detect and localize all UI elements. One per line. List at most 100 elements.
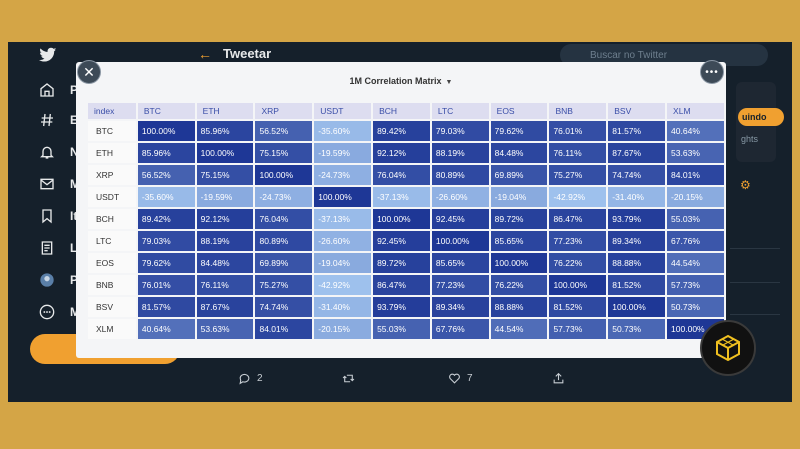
column-header: EOS: [490, 103, 548, 119]
matrix-row: USDT -35.60% -19.59% -24.73% 100.00% -37.13% -…: [88, 187, 724, 207]
matrix-cell: -19.04%: [314, 253, 372, 273]
matrix-cell: 55.03%: [667, 209, 724, 229]
column-header: XRP: [255, 103, 313, 119]
more-options-button[interactable]: •••: [700, 60, 724, 84]
bell-icon: [38, 143, 56, 161]
matrix-cell: -26.60%: [431, 187, 489, 207]
matrix-cell: 100.00%: [549, 275, 607, 295]
list-icon: [38, 239, 56, 257]
matrix-row: BTC 100.00% 85.96% 56.52% -35.60% 89.42% 79.03…: [88, 121, 724, 141]
matrix-cell: 88.88%: [608, 253, 666, 273]
matrix-cell: 79.62%: [490, 121, 548, 141]
matrix-cell: -42.92%: [549, 187, 607, 207]
reply-button[interactable]: 2: [238, 372, 263, 385]
matrix-cell: 40.64%: [137, 319, 195, 339]
gear-icon[interactable]: ⚙: [740, 178, 751, 192]
column-header: ETH: [196, 103, 254, 119]
matrix-cell: 67.76%: [431, 319, 489, 339]
divider: [730, 314, 780, 315]
matrix-cell: -20.15%: [667, 187, 724, 207]
matrix-cell: 81.57%: [608, 121, 666, 141]
divider: [730, 248, 780, 249]
matrix-cell: 76.04%: [373, 165, 430, 185]
matrix-title: 1M Correlation Matrix: [349, 76, 442, 86]
column-header: USDT: [314, 103, 372, 119]
like-button[interactable]: 7: [448, 372, 473, 385]
bookmark-icon: [38, 207, 56, 225]
matrix-row: XRP 56.52% 75.15% 100.00% -24.73% 76.04% 80.89…: [88, 165, 724, 185]
nav-item-messages[interactable]: M: [38, 172, 80, 196]
hashtag-icon: [38, 111, 56, 129]
matrix-cell: 85.65%: [490, 231, 548, 251]
nav-item-more[interactable]: M: [38, 300, 80, 324]
matrix-cell: 89.72%: [490, 209, 548, 229]
matrix-cell: 76.22%: [549, 253, 607, 273]
matrix-cell: 75.15%: [196, 165, 254, 185]
matrix-cell: -19.59%: [314, 143, 372, 163]
matrix-cell: 100.00%: [373, 209, 430, 229]
matrix-cell: 75.15%: [255, 143, 313, 163]
matrix-header-row: index BTC ETH XRP USDT BCH LTC EOS BNB BSV XLM: [88, 103, 724, 119]
row-header: USDT: [88, 187, 136, 207]
share-button[interactable]: [552, 372, 571, 385]
row-header: BCH: [88, 209, 136, 229]
modal-title[interactable]: 1M Correlation Matrix ▼: [76, 76, 726, 86]
column-header: BNB: [549, 103, 607, 119]
matrix-cell: 86.47%: [549, 209, 607, 229]
matrix-cell: 86.47%: [373, 275, 430, 295]
column-header: XLM: [667, 103, 724, 119]
column-header: BSV: [608, 103, 666, 119]
matrix-cell: 79.03%: [137, 231, 195, 251]
nav-label: M: [70, 305, 80, 319]
follow-button[interactable]: uindo: [738, 108, 784, 126]
matrix-cell: -24.73%: [255, 187, 313, 207]
column-header: LTC: [431, 103, 489, 119]
matrix-cell: -35.60%: [314, 121, 372, 141]
matrix-row: BSV 81.57% 87.67% 74.74% -31.40% 93.79% 89.34%…: [88, 297, 724, 317]
matrix-cell: 69.89%: [490, 165, 548, 185]
matrix-cell: 85.65%: [431, 253, 489, 273]
matrix-cell: 75.27%: [255, 275, 313, 295]
matrix-row: LTC 79.03% 88.19% 80.89% -26.60% 92.45% 100.00…: [88, 231, 724, 251]
matrix-cell: 100.00%: [314, 187, 372, 207]
matrix-cell: 92.12%: [196, 209, 254, 229]
matrix-cell: 77.23%: [431, 275, 489, 295]
matrix-cell: 76.01%: [549, 121, 607, 141]
column-header: BTC: [137, 103, 195, 119]
matrix-cell: 57.73%: [549, 319, 607, 339]
matrix-cell: 69.89%: [255, 253, 313, 273]
matrix-cell: 92.45%: [431, 209, 489, 229]
matrix-cell: 89.42%: [137, 209, 195, 229]
matrix-cell: -31.40%: [314, 297, 372, 317]
matrix-row: EOS 79.62% 84.48% 69.89% -19.04% 89.72% 85.65%…: [88, 253, 724, 273]
matrix-cell: 81.52%: [549, 297, 607, 317]
row-header: XLM: [88, 319, 136, 339]
matrix-cell: 79.62%: [137, 253, 195, 273]
row-header: BSV: [88, 297, 136, 317]
arrow-left-icon[interactable]: ←: [198, 46, 212, 62]
retweet-button[interactable]: [342, 372, 361, 385]
matrix-cell: -37.13%: [314, 209, 372, 229]
matrix-cell: 56.52%: [255, 121, 313, 141]
index-header: index: [88, 103, 136, 119]
matrix-cell: 88.88%: [490, 297, 548, 317]
matrix-cell: 92.12%: [373, 143, 430, 163]
mail-icon: [38, 175, 56, 193]
reply-icon: [239, 373, 250, 385]
close-button[interactable]: ✕: [77, 60, 101, 84]
matrix-cell: 93.79%: [608, 209, 666, 229]
close-icon: ✕: [83, 63, 95, 80]
twitter-bird-icon[interactable]: [38, 46, 58, 64]
matrix-cell: -20.15%: [314, 319, 372, 339]
matrix-cell: 87.67%: [196, 297, 254, 317]
matrix-cell: 56.52%: [137, 165, 195, 185]
matrix-cell: 100.00%: [137, 121, 195, 141]
matrix-cell: 50.73%: [608, 319, 666, 339]
row-header: BTC: [88, 121, 136, 141]
matrix-cell: 80.89%: [431, 165, 489, 185]
matrix-cell: 81.52%: [608, 275, 666, 295]
divider: [730, 282, 780, 283]
matrix-cell: 50.73%: [667, 297, 724, 317]
matrix-cell: -42.92%: [314, 275, 372, 295]
image-modal: 1M Correlation Matrix ▼ index BTC ETH XRP USD…: [76, 62, 726, 358]
